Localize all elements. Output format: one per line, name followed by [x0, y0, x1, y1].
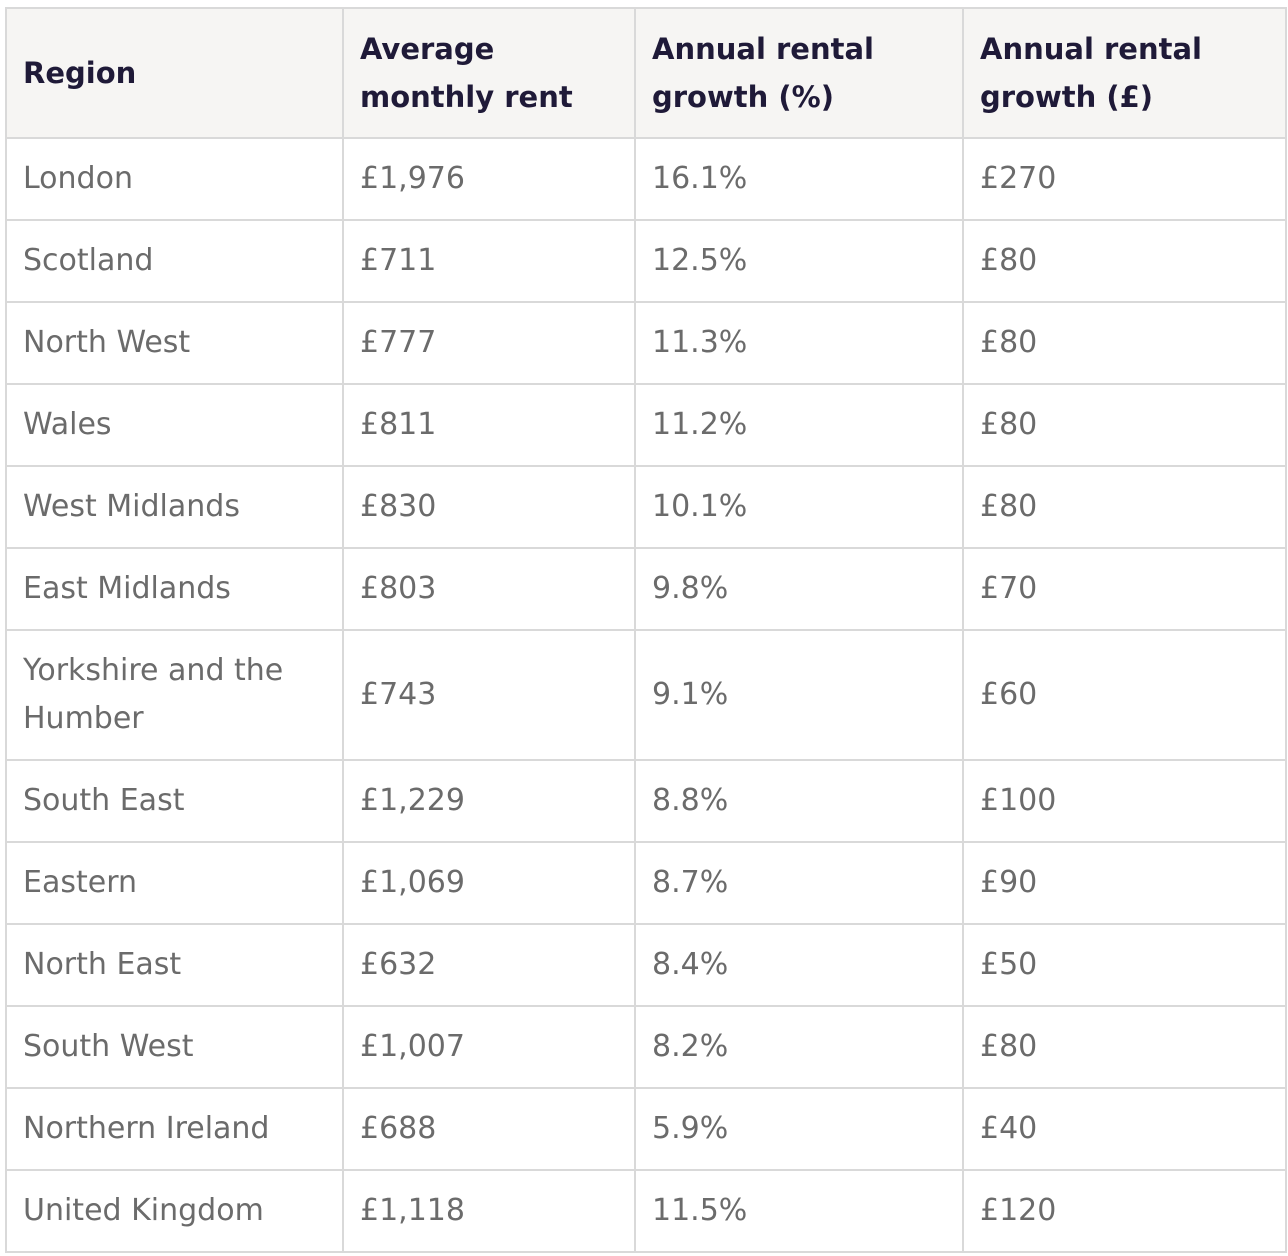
- table-row: South East £1,229 8.8% £100: [5, 759, 1287, 843]
- cell-average-rent: £1,229: [342, 759, 636, 843]
- cell-growth-percent: 11.2%: [634, 383, 964, 467]
- cell-growth-pounds: £100: [962, 759, 1287, 843]
- header-region: Region: [5, 7, 344, 139]
- cell-region: United Kingdom: [5, 1169, 344, 1253]
- cell-growth-percent: 16.1%: [634, 137, 964, 221]
- cell-region: South East: [5, 759, 344, 843]
- cell-average-rent: £743: [342, 629, 636, 761]
- cell-region: Eastern: [5, 841, 344, 925]
- cell-growth-pounds: £90: [962, 841, 1287, 925]
- table-row: Eastern £1,069 8.7% £90: [5, 841, 1287, 925]
- table-header-row: Region Average monthly rent Annual renta…: [5, 7, 1287, 139]
- cell-growth-percent: 9.1%: [634, 629, 964, 761]
- cell-growth-percent: 8.8%: [634, 759, 964, 843]
- cell-growth-percent: 11.5%: [634, 1169, 964, 1253]
- table-row: South West £1,007 8.2% £80: [5, 1005, 1287, 1089]
- cell-region: North West: [5, 301, 344, 385]
- cell-growth-percent: 9.8%: [634, 547, 964, 631]
- table-row: Yorkshire and the Humber £743 9.1% £60: [5, 629, 1287, 761]
- table-row: Wales £811 11.2% £80: [5, 383, 1287, 467]
- table-row: London £1,976 16.1% £270: [5, 137, 1287, 221]
- cell-average-rent: £1,976: [342, 137, 636, 221]
- cell-growth-percent: 11.3%: [634, 301, 964, 385]
- cell-growth-pounds: £80: [962, 219, 1287, 303]
- table-row: Northern Ireland £688 5.9% £40: [5, 1087, 1287, 1171]
- cell-region: West Midlands: [5, 465, 344, 549]
- header-annual-growth-pounds: Annual rental growth (£): [962, 7, 1287, 139]
- cell-average-rent: £803: [342, 547, 636, 631]
- cell-average-rent: £1,007: [342, 1005, 636, 1089]
- cell-average-rent: £1,118: [342, 1169, 636, 1253]
- cell-average-rent: £777: [342, 301, 636, 385]
- cell-growth-percent: 12.5%: [634, 219, 964, 303]
- table-row: United Kingdom £1,118 11.5% £120: [5, 1169, 1287, 1253]
- cell-growth-pounds: £270: [962, 137, 1287, 221]
- cell-growth-percent: 10.1%: [634, 465, 964, 549]
- cell-average-rent: £688: [342, 1087, 636, 1171]
- cell-growth-percent: 5.9%: [634, 1087, 964, 1171]
- cell-growth-percent: 8.4%: [634, 923, 964, 1007]
- cell-average-rent: £811: [342, 383, 636, 467]
- cell-growth-pounds: £80: [962, 383, 1287, 467]
- cell-growth-pounds: £120: [962, 1169, 1287, 1253]
- cell-region: London: [5, 137, 344, 221]
- table-row: East Midlands £803 9.8% £70: [5, 547, 1287, 631]
- cell-growth-pounds: £50: [962, 923, 1287, 1007]
- table-row: Scotland £711 12.5% £80: [5, 219, 1287, 303]
- header-annual-growth-percent: Annual rental growth (%): [634, 7, 964, 139]
- cell-region: North East: [5, 923, 344, 1007]
- cell-growth-percent: 8.7%: [634, 841, 964, 925]
- cell-growth-pounds: £70: [962, 547, 1287, 631]
- cell-region: South West: [5, 1005, 344, 1089]
- cell-region: Northern Ireland: [5, 1087, 344, 1171]
- cell-growth-percent: 8.2%: [634, 1005, 964, 1089]
- cell-average-rent: £1,069: [342, 841, 636, 925]
- cell-growth-pounds: £80: [962, 465, 1287, 549]
- cell-average-rent: £830: [342, 465, 636, 549]
- cell-region: Yorkshire and the Humber: [5, 629, 344, 761]
- cell-growth-pounds: £60: [962, 629, 1287, 761]
- cell-growth-pounds: £40: [962, 1087, 1287, 1171]
- cell-region: Wales: [5, 383, 344, 467]
- table-row: North East £632 8.4% £50: [5, 923, 1287, 1007]
- cell-region: East Midlands: [5, 547, 344, 631]
- cell-growth-pounds: £80: [962, 301, 1287, 385]
- cell-average-rent: £711: [342, 219, 636, 303]
- table-row: West Midlands £830 10.1% £80: [5, 465, 1287, 549]
- header-average-monthly-rent: Average monthly rent: [342, 7, 636, 139]
- table-row: North West £777 11.3% £80: [5, 301, 1287, 385]
- cell-growth-pounds: £80: [962, 1005, 1287, 1089]
- cell-region: Scotland: [5, 219, 344, 303]
- cell-average-rent: £632: [342, 923, 636, 1007]
- rental-data-table: Region Average monthly rent Annual renta…: [5, 7, 1287, 1253]
